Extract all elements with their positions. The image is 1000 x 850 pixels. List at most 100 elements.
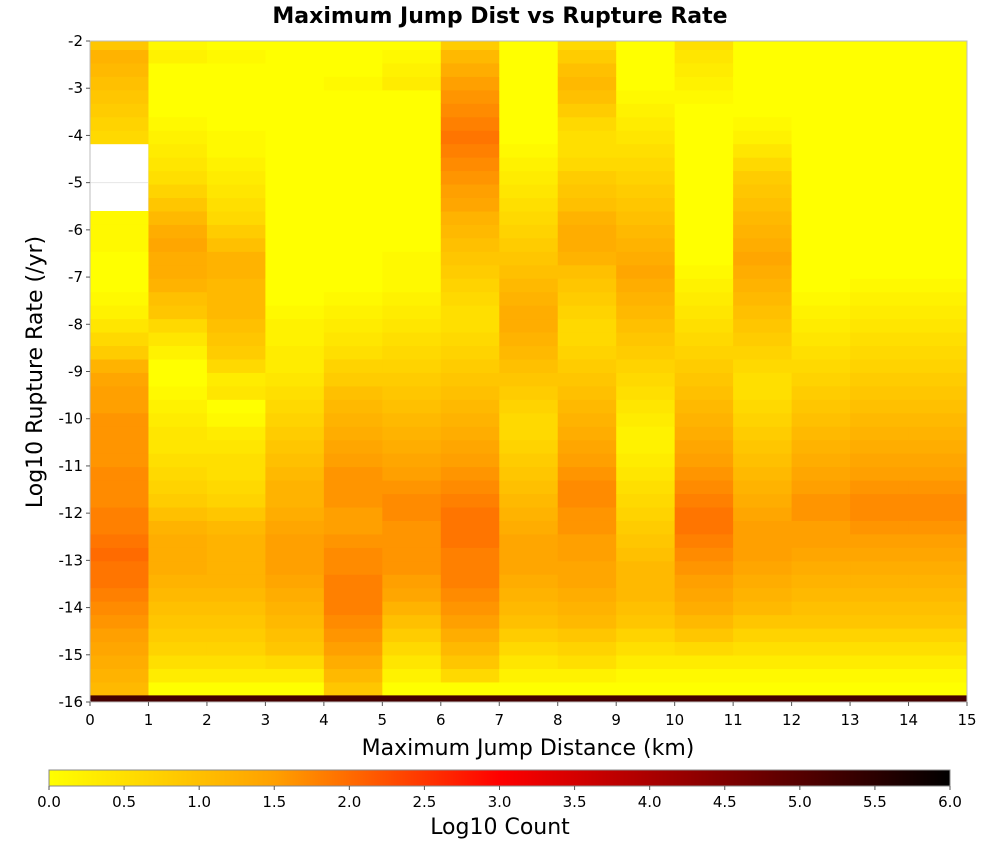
heatmap-cell: [148, 62, 208, 77]
heatmap-cell: [791, 628, 851, 643]
heatmap-cell: [265, 345, 325, 360]
heatmap-cell: [90, 237, 149, 252]
heatmap-cell: [323, 601, 383, 616]
heatmap-cell: [908, 641, 968, 656]
heatmap-cell: [908, 345, 968, 360]
colorbar-tick-label: 4.5: [713, 793, 737, 811]
heatmap-cell: [382, 305, 442, 320]
heatmap-cell: [733, 507, 793, 521]
heatmap-cell: [499, 399, 559, 414]
heatmap-cell: [90, 103, 149, 118]
heatmap-cell: [265, 264, 325, 279]
heatmap-cell: [850, 305, 910, 320]
heatmap-cell: [616, 76, 676, 91]
heatmap-cell: [850, 399, 910, 414]
heatmap-cell: [791, 251, 851, 266]
heatmap-cell: [265, 439, 325, 454]
heatmap-cell: [616, 466, 676, 481]
heatmap-cell: [265, 466, 325, 481]
heatmap-cell: [382, 385, 442, 400]
heatmap-cell: [674, 345, 734, 360]
heatmap-cell: [265, 681, 325, 696]
heatmap-cell: [499, 507, 559, 521]
heatmap-cell: [674, 533, 734, 548]
heatmap-cell: [382, 560, 442, 575]
heatmap-cell: [616, 41, 676, 50]
heatmap-cell: [499, 264, 559, 279]
heatmap-cell: [323, 641, 383, 656]
heatmap-cell: [382, 210, 442, 225]
heatmap-cell: [557, 426, 617, 441]
heatmap-cell: [674, 237, 734, 252]
heatmap-cell: [499, 560, 559, 575]
heatmap-cell: [791, 439, 851, 454]
y-axis-label: Log10 Rupture Rate (/yr): [23, 236, 48, 508]
heatmap-cell: [557, 614, 617, 629]
y-tick-label: -16: [59, 693, 84, 711]
heatmap-cell: [440, 480, 500, 495]
heatmap-cell: [265, 507, 325, 521]
heatmap-cell: [148, 641, 208, 656]
y-tick-label: -8: [68, 315, 83, 333]
colorbar-tick-label: 1.5: [262, 793, 286, 811]
heatmap-cell: [616, 587, 676, 602]
heatmap-cell: [206, 587, 266, 602]
heatmap-cell: [206, 453, 266, 468]
heatmap-cell: [90, 547, 149, 562]
heatmap-cell: [323, 251, 383, 266]
heatmap-cell: [323, 62, 383, 77]
heatmap-cell: [440, 439, 500, 454]
heatmap-cell: [908, 574, 968, 589]
heatmap-cell: [323, 305, 383, 320]
heatmap-cell: [850, 641, 910, 656]
y-tick-label: -11: [59, 457, 84, 475]
heatmap-cell: [733, 49, 793, 64]
heatmap-cell: [850, 601, 910, 616]
heatmap-cell: [616, 574, 676, 589]
heatmap-cell: [908, 291, 968, 306]
heatmap-cell: [148, 358, 208, 373]
heatmap-cell: [265, 278, 325, 293]
heatmap-cell: [791, 116, 851, 131]
heatmap-cell: [440, 466, 500, 481]
heatmap-cell: [908, 655, 968, 669]
heatmap-cell: [674, 116, 734, 131]
heatmap-cell: [382, 224, 442, 239]
heatmap-cell: [206, 466, 266, 481]
heatmap-cell: [908, 210, 968, 225]
heatmap-cell: [323, 614, 383, 629]
heatmap-cell: [148, 466, 208, 481]
heatmap-cell: [265, 399, 325, 414]
heatmap-cell: [265, 480, 325, 495]
heatmap-cell: [850, 655, 910, 669]
heatmap-cell: [206, 601, 266, 616]
heatmap-cell: [557, 143, 617, 158]
heatmap-cell: [499, 520, 559, 535]
heatmap-cell: [733, 143, 793, 158]
heatmap-cell: [499, 130, 559, 145]
heatmap-cell: [616, 318, 676, 333]
heatmap-cell: [265, 574, 325, 589]
x-tick-label: 14: [899, 711, 918, 729]
heatmap-cell: [265, 493, 325, 508]
heatmap-cell: [557, 399, 617, 414]
heatmap-cell: [908, 278, 968, 293]
x-axis-label: Maximum Jump Distance (km): [362, 736, 695, 761]
heatmap-cell: [908, 399, 968, 414]
heatmap-cell: [733, 358, 793, 373]
heatmap-cell: [440, 184, 500, 199]
heatmap-cell: [323, 184, 383, 199]
heatmap-cell: [733, 587, 793, 602]
heatmap-cell: [265, 453, 325, 468]
heatmap-cell: [90, 130, 149, 145]
heatmap-cell: [440, 89, 500, 104]
heatmap-cell: [791, 345, 851, 360]
heatmap-cell: [791, 62, 851, 77]
heatmap-cell: [850, 358, 910, 373]
heatmap-cell: [440, 237, 500, 252]
heatmap-cell: [557, 547, 617, 562]
heatmap-cell: [323, 628, 383, 643]
heatmap-cell: [148, 332, 208, 347]
heatmap-cell: [850, 318, 910, 333]
heatmap-cell: [499, 278, 559, 293]
